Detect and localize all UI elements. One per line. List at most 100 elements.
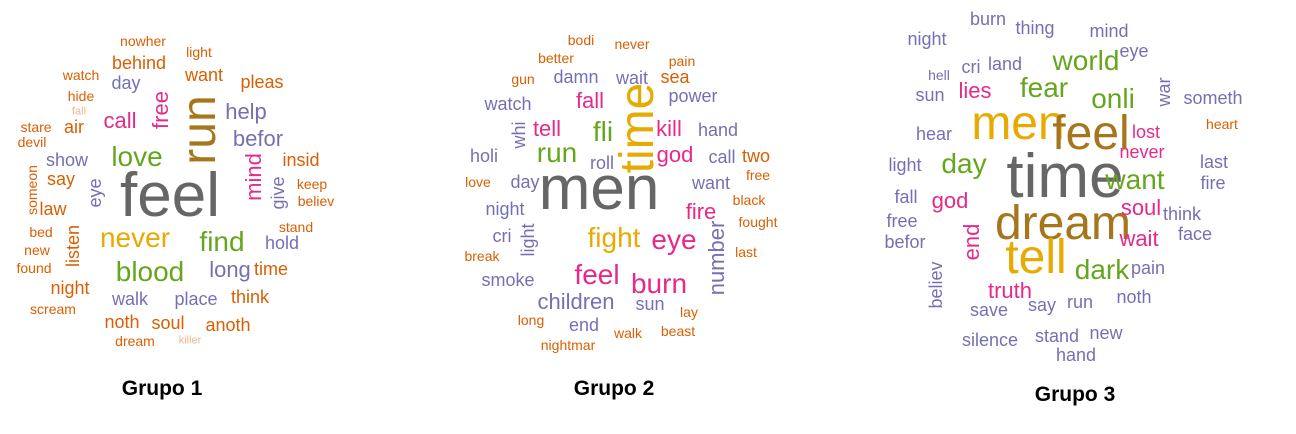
cloud-word-sea: sea [660,67,690,87]
cloud-word-found: found [16,260,52,276]
cloud-word-dark: dark [1074,254,1130,285]
cloud-word-think: think [1162,204,1202,224]
cloud-word-feel: feel [574,259,620,290]
cloud-word-cri: cri [492,226,512,246]
cloud-word-silence: silence [961,330,1019,350]
cloud-word-think: think [230,287,270,307]
cloud-word-whi: whi [509,121,529,149]
cloud-word-stare: stare [20,119,52,135]
cloud-word-give: give [268,176,288,210]
cloud-word-hide: hide [67,88,95,104]
cloud-word-say: say [46,169,76,189]
cloud-word-god: god [931,188,969,213]
cloud-word-sun: sun [635,294,665,314]
cloud-word-never: never [99,222,171,253]
cloud-word-lay: lay [680,304,698,320]
word-cloud-grupo-1: Grupo 1 feel run never love blood find mind fre… [0,0,432,434]
cloud-word-damn: damn [553,67,599,87]
cloud-word-fall: fall [71,105,87,118]
cloud-word-fire: fire [1200,173,1226,193]
cloud-word-land: land [987,54,1023,74]
cloud-word-heart: heart [1206,116,1238,132]
cloud-word-call: call [708,147,736,167]
cloud-word-run: run [536,137,578,168]
cloud-word-noth: noth [1116,287,1152,307]
cloud-word-time: time [611,82,664,174]
cloud-word-wait: wait [1119,226,1159,251]
cloud-word-bodi: bodi [567,32,595,48]
cloud-word-wait: wait [615,68,649,88]
cloud-word-hear: hear [915,124,953,144]
cloud-word-time: time [253,259,289,279]
cloud-word-listen: listen [63,224,83,268]
cloud-word-fall: fall [575,88,605,113]
cloud-word-air: air [63,117,85,137]
cloud-word-smoke: smoke [481,270,535,290]
cloud-word-last: last [1199,152,1229,172]
cloud-word-noth: noth [104,312,140,332]
cloud-word-tell: tell [1005,231,1067,284]
cloud-word-scream: scream [30,301,76,317]
cloud-word-day: day [510,172,540,192]
cloud-word-cri: cri [961,57,981,77]
cloud-word-eye: eye [651,224,697,255]
cloud-word-free: free [745,167,771,183]
cloud-word-power: power [668,86,718,106]
cloud-word-save: save [969,300,1009,320]
cloud-word-men: men [971,97,1065,150]
cloud-word-want: want [691,173,731,193]
cloud-word-eye: eye [85,178,105,208]
cloud-word-new: new [24,242,50,258]
cloud-word-show: show [45,150,89,170]
cloud-word-killer: killer [178,334,202,347]
cloud-word-soul: soul [151,313,185,333]
cloud-word-walk: walk [613,325,643,341]
cloud-word-light: light [888,155,922,175]
cloud-word-love: love [465,174,491,190]
cloud-word-kill: kill [656,116,682,141]
cloud-word-keep: keep [296,176,328,192]
cloud-label: Grupo 2 [573,377,655,400]
cloud-word-run: run [1066,292,1094,312]
cloud-word-children: children [537,289,615,314]
cloud-word-light: light [186,44,212,60]
cloud-word-mind: mind [1089,21,1129,41]
cloud-word-day: day [111,73,141,93]
cloud-word-number: number [704,220,729,296]
cloud-word-watch: watch [484,94,532,114]
cloud-word-want: want [184,65,224,85]
cloud-word-day: day [941,148,987,179]
cloud-word-dream: dream [115,333,155,349]
cloud-word-truth: truth [987,278,1033,303]
cloud-word-pain: pain [1130,258,1166,278]
cloud-word-roll: roll [589,153,615,173]
cloud-word-fought: fought [738,214,778,230]
cloud-word-someth: someth [1183,88,1243,108]
cloud-word-war: war [1154,77,1174,107]
cloud-word-soul: soul [1120,195,1162,220]
cloud-word-end: end [959,223,984,261]
cloud-word-light: light [518,223,538,257]
cloud-word-long: long [209,257,251,282]
cloud-word-break: break [464,248,500,264]
cloud-word-never: never [1119,142,1165,162]
cloud-word-two: two [741,146,771,166]
cloud-word-someon: someon [24,165,40,215]
cloud-word-dream: dream [994,197,1132,250]
cloud-word-lies: lies [958,78,992,103]
cloud-word-pleas: pleas [240,72,284,92]
cloud-word-feel: feel [120,161,220,230]
cloud-word-men: men [538,154,660,223]
cloud-word-night: night [907,29,947,49]
cloud-word-fall: fall [894,187,918,207]
cloud-word-befor: befor [232,126,284,151]
cloud-word-bed: bed [29,224,53,240]
cloud-word-believ: believ [297,193,335,209]
word-cloud-grupo-2: Grupo 2 men time fight run fli feel burn eye kil… [432,0,864,434]
cloud-word-free: free [886,211,918,231]
cloud-word-world: world [1052,45,1120,76]
cloud-word-burn: burn [969,9,1007,29]
cloud-word-onli: onli [1091,83,1135,114]
cloud-word-sun: sun [915,85,945,105]
cloud-word-burn: burn [630,268,688,299]
